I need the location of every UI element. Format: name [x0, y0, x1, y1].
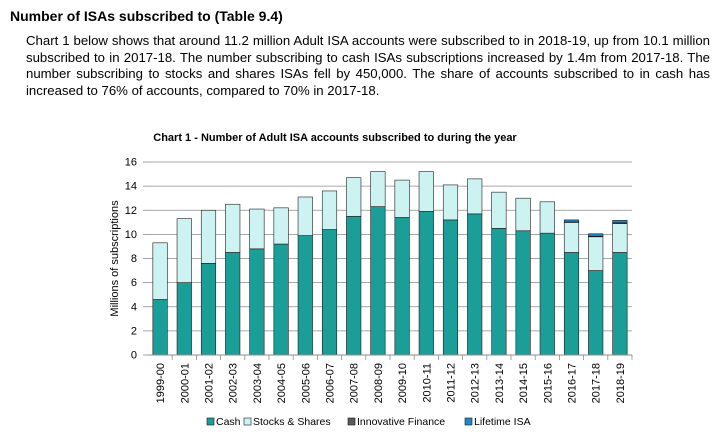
bar-stocks-shares — [321, 190, 338, 230]
bar-cash — [491, 228, 507, 356]
legend-label: Innovative Finance — [357, 416, 445, 428]
y-tick-label: 10 — [125, 229, 137, 241]
chart-title: Chart 1 - Number of Adult ISA accounts s… — [153, 132, 517, 144]
bar-stocks-shares — [152, 242, 168, 300]
bar-cash — [370, 206, 386, 356]
x-tick-label: 2011-12 — [446, 363, 458, 403]
bar-cash — [467, 213, 483, 356]
bar-cash — [394, 217, 410, 356]
bar-cash — [588, 270, 604, 356]
section-paragraph: Chart 1 below shows that around 11.2 mil… — [26, 33, 710, 98]
bar-cash — [612, 252, 628, 356]
legend-swatch — [243, 417, 252, 426]
bar-cash — [152, 299, 168, 356]
legend-label: Cash — [216, 416, 241, 428]
bar-stocks-shares — [491, 191, 507, 229]
bar-stocks-shares — [370, 171, 386, 207]
y-tick-label: 14 — [125, 181, 137, 193]
bar-stocks-shares — [418, 171, 434, 212]
legend-swatch — [206, 417, 215, 426]
legend-swatch — [464, 417, 473, 426]
section-heading: Number of ISAs subscribed to (Table 9.4) — [10, 8, 283, 24]
x-tick-label: 1999-00 — [155, 363, 167, 403]
x-tick-label: 2006-07 — [325, 363, 337, 403]
x-tick-label: 2010-11 — [421, 363, 433, 403]
y-tick-label: 2 — [131, 325, 137, 337]
x-tick-label: 2002-03 — [228, 363, 240, 403]
bar-cash — [346, 215, 362, 356]
x-tick-label: 2017-18 — [591, 363, 603, 403]
bar-cash — [515, 230, 531, 356]
bar-cash — [563, 252, 580, 356]
x-tick-label: 2003-04 — [252, 363, 264, 403]
x-tick-label: 2009-10 — [397, 363, 409, 403]
y-tick-label: 4 — [131, 301, 137, 313]
y-tick-label: 12 — [125, 205, 137, 217]
x-tick-label: 2012-13 — [470, 363, 482, 403]
bar-cash — [539, 232, 555, 356]
x-tick-label: 2004-05 — [276, 363, 288, 403]
bar-stocks-shares — [176, 218, 192, 283]
bar-stocks-shares — [394, 179, 410, 218]
bar-lifetime-isa — [612, 220, 628, 224]
bar-lifetime-isa — [588, 233, 604, 237]
legend-label: Stocks & Shares — [253, 416, 331, 428]
bar-cash — [273, 243, 289, 356]
x-tick-label: 2008-09 — [373, 363, 385, 403]
y-tick-label: 16 — [125, 157, 137, 169]
bar-stocks-shares — [612, 223, 628, 253]
y-tick-label: 0 — [131, 350, 137, 362]
bar-stocks-shares — [539, 201, 555, 234]
legend-swatch — [347, 417, 356, 426]
y-tick-label: 8 — [131, 253, 137, 265]
bar-cash — [176, 282, 192, 356]
bar-stocks-shares — [588, 236, 604, 271]
bar-cash — [297, 235, 313, 356]
bar-stocks-shares — [225, 203, 241, 253]
bar-cash — [225, 252, 241, 356]
bar-stocks-shares — [297, 196, 313, 236]
y-tick-label: 6 — [131, 277, 137, 289]
x-tick-label: 2001-02 — [204, 363, 216, 403]
bar-stocks-shares — [200, 209, 217, 264]
x-tick-label: 2016-17 — [567, 363, 579, 403]
x-tick-label: 2013-14 — [494, 363, 506, 403]
bar-stocks-shares — [515, 197, 531, 232]
legend-label: Lifetime ISA — [474, 416, 531, 428]
x-tick-label: 2007-08 — [349, 363, 361, 403]
bar-stocks-shares — [442, 184, 459, 221]
bar-cash — [249, 248, 265, 356]
bar-stocks-shares — [249, 208, 265, 250]
bar-lifetime-isa — [563, 219, 580, 223]
x-tick-label: 2000-01 — [179, 363, 191, 403]
bar-cash — [418, 211, 434, 356]
x-tick-label: 2015-16 — [542, 363, 554, 403]
x-tick-label: 2018-19 — [615, 363, 627, 403]
x-tick-label: 2005-06 — [300, 363, 312, 403]
bar-stocks-shares — [563, 222, 580, 253]
x-tick-label: 2014-15 — [518, 363, 530, 403]
bar-stocks-shares — [273, 207, 289, 245]
bar-cash — [442, 219, 459, 356]
bar-stocks-shares — [346, 177, 362, 217]
y-axis-label: Millions of subscriptions — [109, 200, 121, 317]
bar-stocks-shares — [467, 178, 483, 215]
bar-cash — [321, 229, 338, 356]
bar-cash — [200, 263, 217, 356]
